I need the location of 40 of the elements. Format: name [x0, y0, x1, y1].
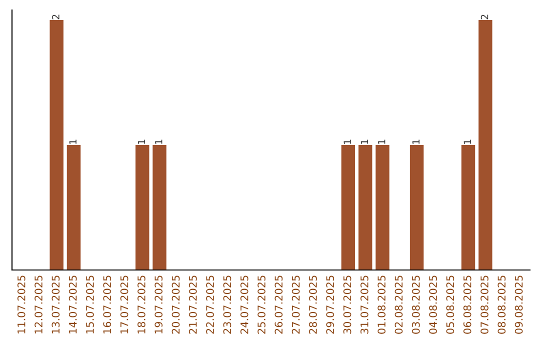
x-tick-label: 17.07.2025	[120, 276, 128, 334]
x-tick-label: 15.07.2025	[86, 276, 94, 334]
data-label: 1	[69, 140, 76, 144]
data-label: 1	[412, 140, 420, 144]
x-tick-label: 04.08.2025	[429, 276, 437, 334]
x-tick-label: 13.07.2025	[52, 276, 60, 334]
x-tick-label: 05.08.2025	[446, 276, 454, 334]
x-tick-label: 12.07.2025	[34, 276, 42, 334]
x-tick-label: 29.07.2025	[326, 276, 334, 334]
x-tick-label: 09.08.2025	[514, 276, 523, 334]
x-tick-label: 02.08.2025	[394, 276, 403, 334]
x-tick-label: 16.07.2025	[103, 276, 112, 334]
x-tick-label: 08.08.2025	[498, 276, 506, 334]
x-tick-label: 24.07.2025	[240, 276, 248, 334]
x-tick-label: 06.08.2025	[463, 276, 472, 334]
x-tick-label: 21.07.2025	[188, 276, 197, 334]
x-tick-label: 23.07.2025	[223, 276, 232, 334]
x-tick-label: 30.07.2025	[343, 276, 352, 334]
data-label: 2	[480, 14, 488, 20]
x-tick-label: 22.07.2025	[206, 276, 214, 334]
x-tick-label: 07.08.2025	[480, 276, 488, 334]
x-tick-label: 03.08.2025	[412, 276, 420, 334]
x-tick-label: 11.07.2025	[17, 276, 26, 334]
x-tick-label: 31.07.2025	[360, 276, 368, 334]
data-label: 2	[52, 14, 60, 20]
data-label: 1	[155, 140, 162, 144]
x-tick-label: 01.08.2025	[378, 276, 386, 334]
data-label: 1	[344, 140, 351, 144]
x-tick-label: 28.07.2025	[309, 276, 317, 334]
data-label: 1	[138, 140, 146, 144]
data-label: 1	[360, 140, 368, 144]
x-tick-label: 25.07.2025	[258, 276, 266, 334]
x-tick-label: 27.07.2025	[292, 276, 300, 334]
x-tick-label: 19.07.2025	[154, 276, 163, 334]
x-tick-label: 18.07.2025	[138, 276, 146, 334]
x-tick-label: 20.07.2025	[172, 276, 180, 334]
data-label: 1	[464, 140, 471, 144]
x-tick-label: 14.07.2025	[68, 276, 77, 334]
x-tick-label: 26.07.2025	[274, 276, 283, 334]
data-label: 1	[378, 140, 386, 144]
